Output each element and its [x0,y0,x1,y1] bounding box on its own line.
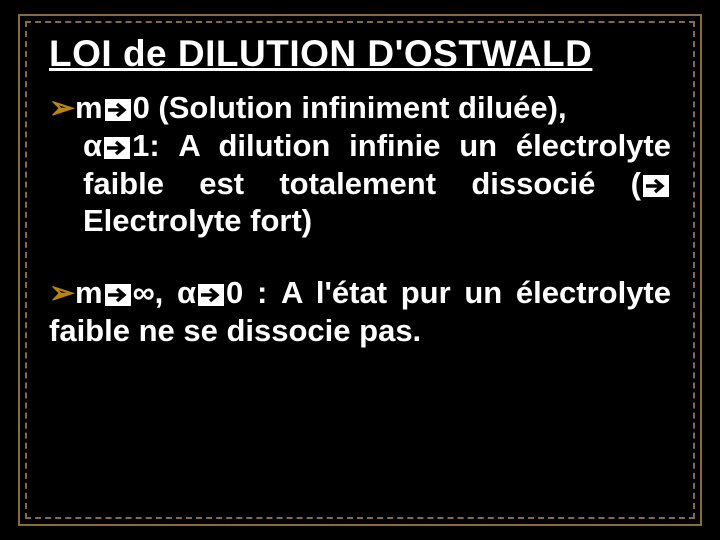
arrow-icon [104,137,130,159]
arrow-icon [105,284,131,306]
outer-frame: LOI de DILUTION D'OSTWALD ➢m0 (Solution … [18,14,702,526]
conclusion-text: Electrolyte fort) [83,203,312,238]
bullet-1: ➢m0 (Solution infiniment diluée), α1: A … [49,89,671,240]
bullet-2-text: ➢m∞, α0 : A l'état pur un électrolyte fa… [49,274,671,350]
text-segment: (Solution infiniment diluée), [150,90,567,125]
alpha-symbol: α [83,128,102,163]
inner-frame: LOI de DILUTION D'OSTWALD ➢m0 (Solution … [25,21,695,519]
m-symbol: m [75,275,103,310]
m-target: 0 [133,90,150,125]
arrow-icon [643,175,669,197]
text-segment: : A dilution infinie un électrolyte faib… [83,128,671,201]
m-target: ∞ [133,275,155,310]
arrow-icon [105,99,131,121]
m-symbol: m [75,90,103,125]
text-segment: , [155,275,177,310]
chevron-icon: ➢ [49,274,75,312]
bullet-1-text: ➢m0 (Solution infiniment diluée), α1: A … [49,89,671,240]
bullet-2: ➢m∞, α0 : A l'état pur un électrolyte fa… [49,274,671,350]
chevron-icon: ➢ [49,89,75,127]
slide-title: LOI de DILUTION D'OSTWALD [49,33,671,75]
alpha-target: 0 [226,275,243,310]
alpha-target: 1 [132,128,149,163]
alpha-symbol: α [177,275,196,310]
arrow-icon [198,284,224,306]
indent-block: α1: A dilution infinie un électrolyte fa… [49,127,671,240]
